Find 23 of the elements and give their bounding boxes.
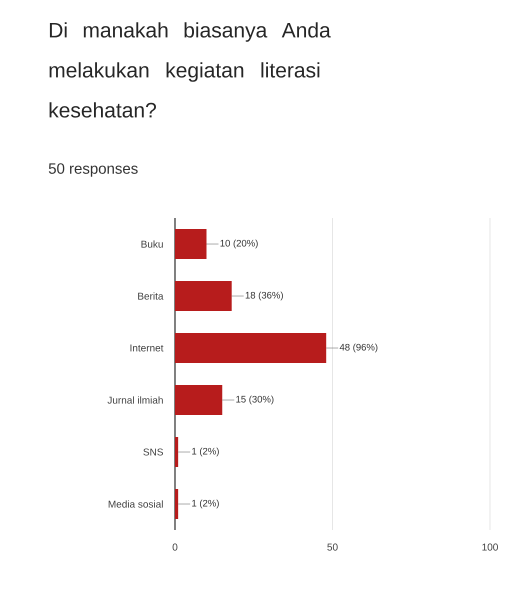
chart-subtitle: 50 responses xyxy=(48,163,138,177)
data-label: 15 (30%) xyxy=(236,396,274,404)
data-label: 10 (20%) xyxy=(220,240,258,248)
bar xyxy=(174,385,222,416)
bar xyxy=(174,437,178,468)
data-label: 48 (96%) xyxy=(340,344,378,352)
y-tick-label: Berita xyxy=(138,292,164,300)
x-tick-label: 0 xyxy=(172,544,178,551)
y-tick-label: Media sosial xyxy=(108,500,163,508)
bar xyxy=(174,229,206,260)
x-tick-label: 100 xyxy=(482,544,498,551)
data-label: 1 (2%) xyxy=(192,448,219,456)
y-tick-label: Internet xyxy=(130,344,164,352)
bar xyxy=(174,281,232,312)
data-label: 18 (36%) xyxy=(246,292,283,300)
y-tick-label: SNS xyxy=(143,448,164,456)
bar xyxy=(174,489,178,520)
x-tick-label: 50 xyxy=(327,544,338,551)
data-label: 1 (2%) xyxy=(192,500,219,508)
y-tick-label: Buku xyxy=(141,240,163,248)
y-tick-label: Jurnal ilmiah xyxy=(107,396,163,404)
chart-title: Di manakah biasanya Anda melakukan kegiatan literasi kesehatan? xyxy=(50,22,331,118)
bar xyxy=(174,333,326,364)
